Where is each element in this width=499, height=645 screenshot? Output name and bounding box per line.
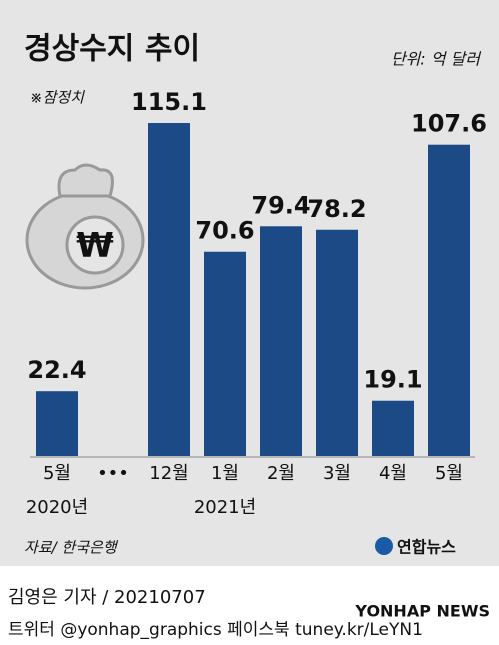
note: ※잠정치 <box>30 89 85 107</box>
x-tick-label: 5월 <box>435 463 463 484</box>
x-tick-label: ••• <box>97 463 129 484</box>
value-label: 70.6 <box>195 217 254 245</box>
value-label: 79.4 <box>251 191 310 219</box>
watermark: YONHAP NEWS <box>354 602 490 621</box>
x-year-label: 2020년 <box>26 497 88 518</box>
chart-title: 경상수지 추이 <box>24 32 200 67</box>
bar <box>372 400 414 456</box>
bar <box>36 391 78 456</box>
x-tick-label: 5월 <box>43 463 71 484</box>
value-label: 19.1 <box>363 366 422 394</box>
x-tick-label: 2월 <box>267 463 295 484</box>
x-year-label: 2021년 <box>194 497 256 518</box>
brand-logo <box>375 537 393 555</box>
value-label: 22.4 <box>27 356 86 384</box>
bar <box>260 226 302 456</box>
x-tick-label: 12월 <box>149 463 188 484</box>
x-tick-label: 4월 <box>379 463 407 484</box>
reporter: 김영은 기자 / 20210707 <box>8 587 206 608</box>
x-tick-label: 1월 <box>211 463 239 484</box>
x-tick-label: 3월 <box>323 463 351 484</box>
svg-text:₩: ₩ <box>76 226 114 266</box>
brand: 연합뉴스 <box>397 538 456 557</box>
money-bag-icon: ₩ <box>25 163 145 290</box>
bar <box>204 251 246 456</box>
bar <box>148 123 190 456</box>
value-label: 115.1 <box>131 88 207 116</box>
bar <box>428 144 470 456</box>
source: 자료/ 한국은행 <box>24 539 119 557</box>
bar <box>316 229 358 456</box>
unit-label: 단위: 억 달러 <box>391 50 481 69</box>
value-label: 78.2 <box>307 195 366 223</box>
value-label: 107.6 <box>411 110 487 138</box>
sns: 트위터 @yonhap_graphics 페이스북 tuney.kr/LeYN1 <box>8 620 423 640</box>
